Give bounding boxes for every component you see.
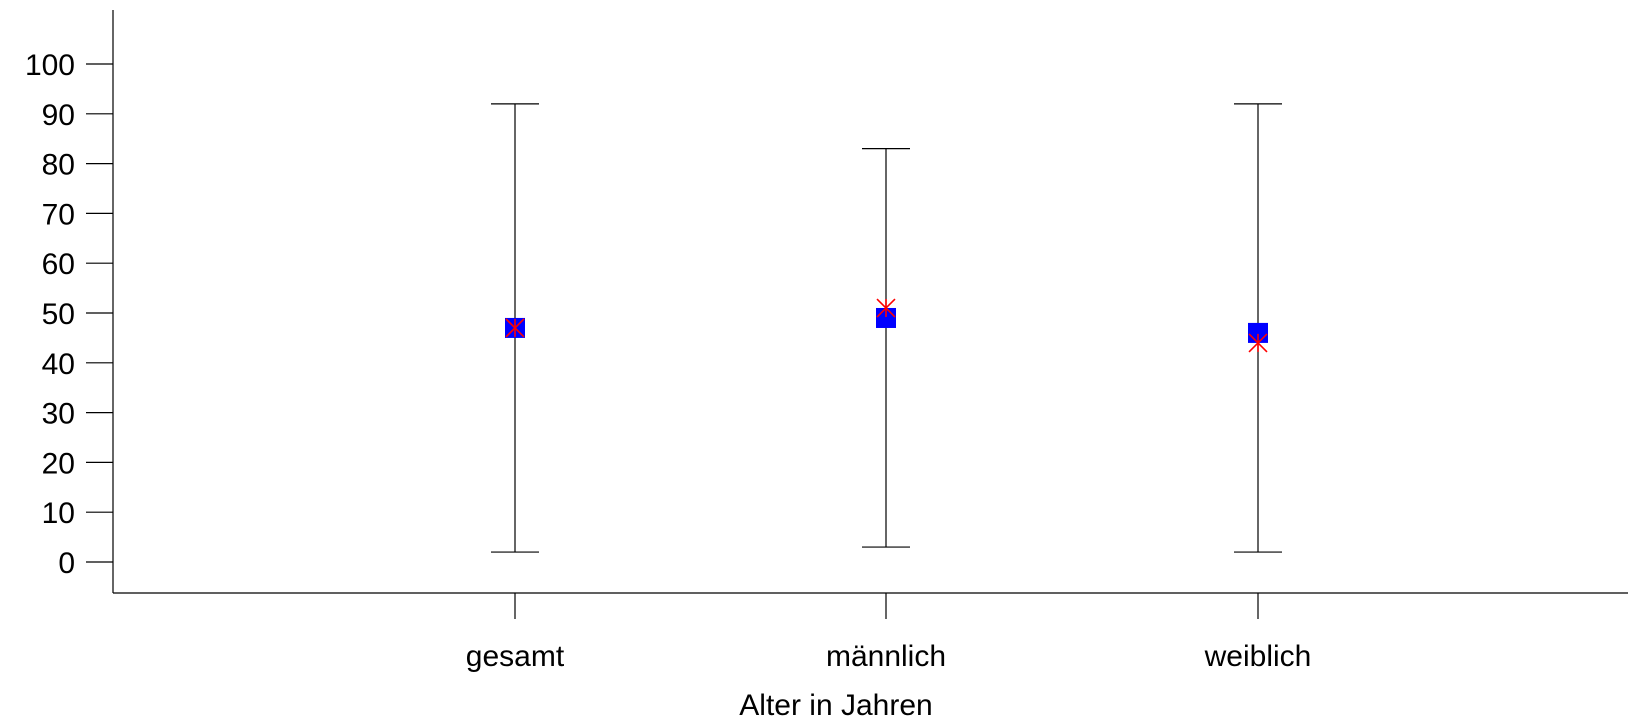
y-tick-label: 40	[42, 348, 75, 381]
y-tick-label: 50	[42, 298, 75, 331]
y-tick-label: 30	[42, 398, 75, 431]
y-tick-label: 100	[25, 49, 75, 82]
cross-marker	[505, 318, 525, 338]
cross-marker	[876, 298, 896, 318]
x-tick-label: männlich	[826, 640, 946, 673]
cross-marker	[1248, 333, 1268, 353]
y-tick-label: 70	[42, 198, 75, 231]
y-axis: 0 10 20 30 40 50 60 70 80 90 100	[25, 10, 114, 593]
x-axis-title: Alter in Jahren	[739, 689, 932, 722]
y-tick-label: 90	[42, 99, 75, 132]
y-tick-label: 10	[42, 497, 75, 530]
y-tick-label: 0	[58, 547, 75, 580]
x-tick-label: gesamt	[466, 640, 565, 673]
y-tick-label: 80	[42, 149, 75, 182]
plot-marks	[491, 103, 1282, 553]
x-tick-label: weiblich	[1204, 640, 1312, 673]
y-tick-label: 60	[42, 248, 75, 281]
y-tick-label: 20	[42, 447, 75, 480]
x-axis: gesamt männlich weiblich	[113, 592, 1628, 673]
